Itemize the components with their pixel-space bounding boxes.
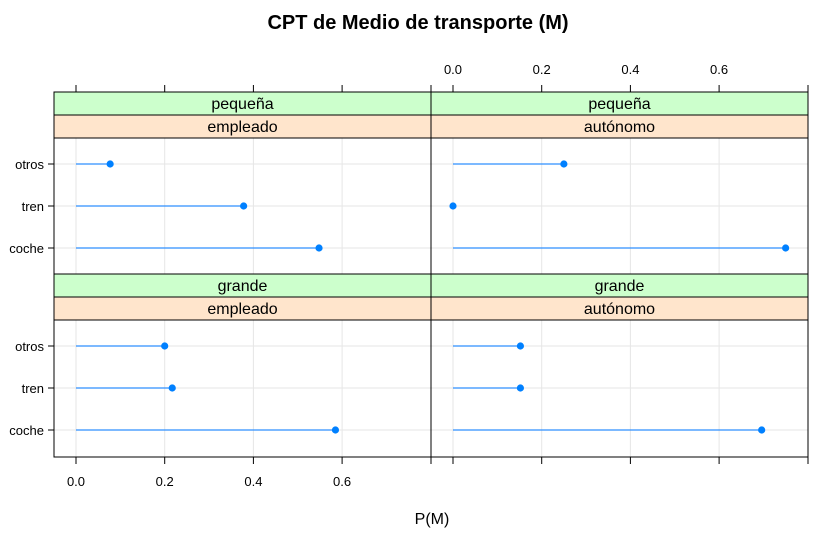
data-point-tren xyxy=(240,202,248,210)
x-tick-label-top: 0.4 xyxy=(621,62,639,77)
plot-area: pequeña empleado pequeña autónomo grande empl… xyxy=(9,62,809,489)
data-point-coche xyxy=(331,426,340,434)
strip-top-label: pequeña xyxy=(211,96,273,113)
data-point-otros xyxy=(516,342,525,350)
data-point-tren xyxy=(516,384,525,392)
category-label: otros xyxy=(15,339,44,354)
strip-bottom-label: autónomo xyxy=(584,301,655,318)
strip-bottom-label: empleado xyxy=(207,301,277,318)
x-tick-label-top: 0.6 xyxy=(710,62,728,77)
strip-bottom-label: empleado xyxy=(207,119,277,136)
chart-title: CPT de Medio de transporte (M) xyxy=(267,12,568,34)
data-point-tren xyxy=(449,202,457,210)
x-tick-label-top: 0.2 xyxy=(533,62,551,77)
data-point-tren xyxy=(168,384,176,392)
category-label: otros xyxy=(15,157,44,172)
category-label: tren xyxy=(22,199,44,214)
strip-top-label: pequeña xyxy=(588,96,650,113)
strip-bottom-label: autónomo xyxy=(584,119,655,136)
x-axis-label: P(M) xyxy=(415,511,450,528)
data-point-otros xyxy=(106,160,114,168)
category-label: coche xyxy=(9,241,44,256)
data-point-coche xyxy=(758,426,766,434)
category-label: tren xyxy=(22,381,44,396)
data-point-coche xyxy=(315,244,323,252)
x-tick-label-bottom: 0.6 xyxy=(333,474,351,489)
x-tick-label-top: 0.0 xyxy=(444,62,462,77)
strip-top-label: grande xyxy=(218,278,268,295)
x-tick-label-bottom: 0.4 xyxy=(244,474,262,489)
category-label: coche xyxy=(9,423,44,438)
data-point-coche xyxy=(782,244,790,252)
strip-top-label: grande xyxy=(595,278,645,295)
x-tick-label-bottom: 0.2 xyxy=(156,474,174,489)
data-point-otros xyxy=(560,160,568,168)
x-tick-label-bottom: 0.0 xyxy=(67,474,85,489)
data-point-otros xyxy=(161,342,169,350)
panel-border xyxy=(430,273,809,458)
